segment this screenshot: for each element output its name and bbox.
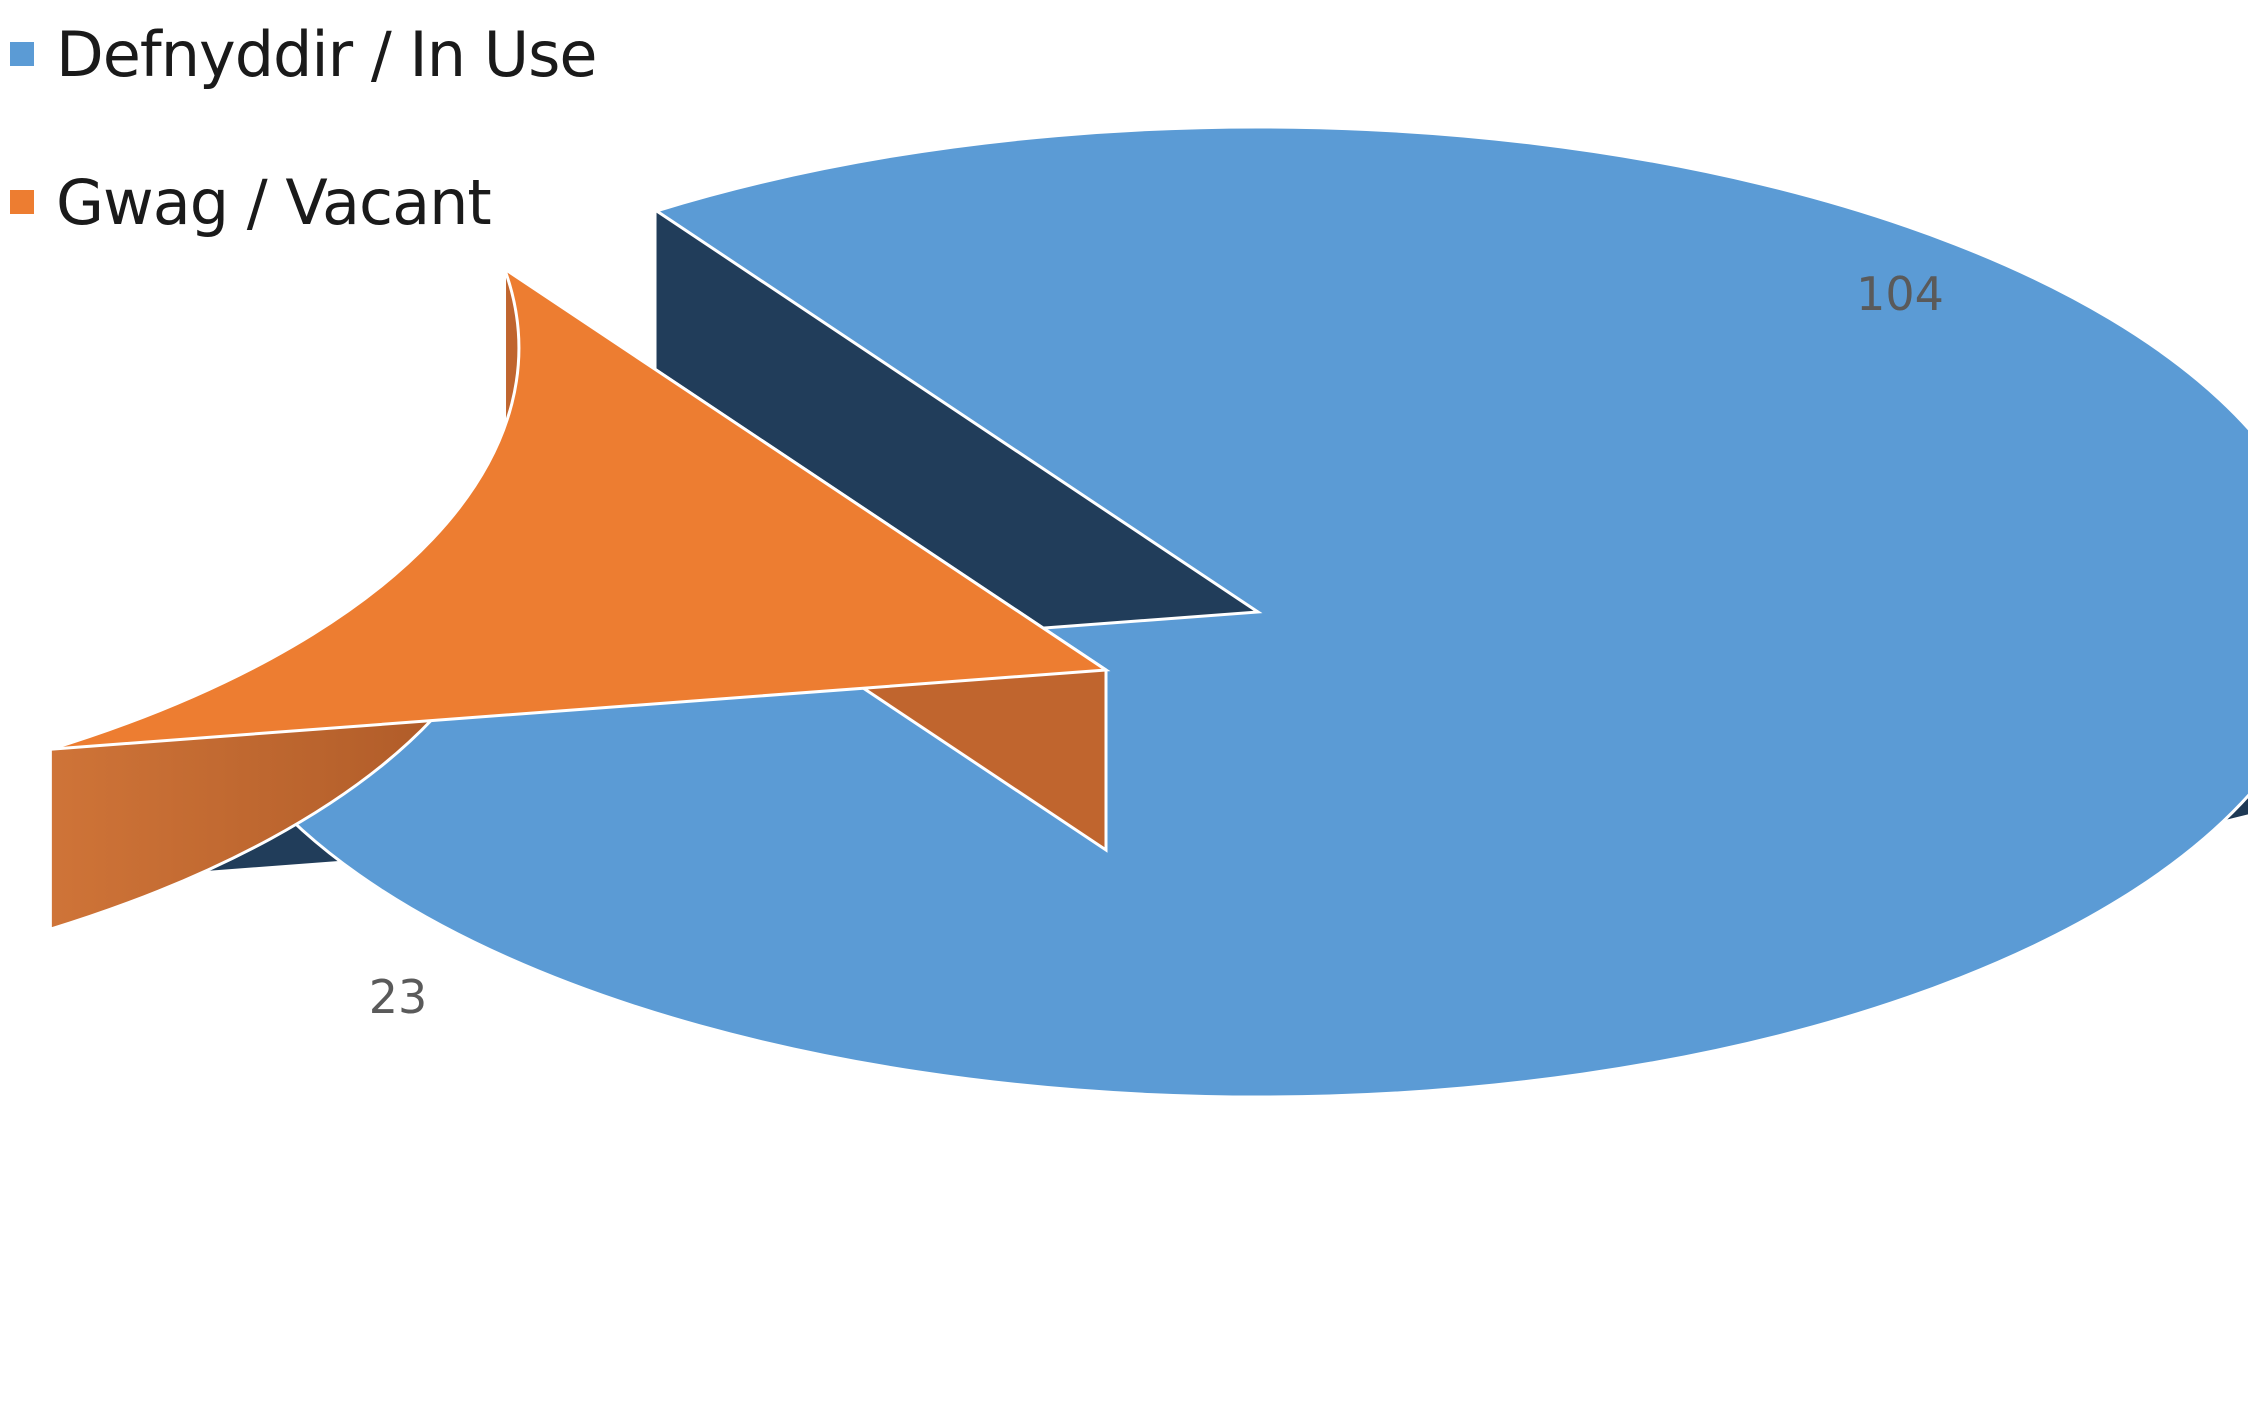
legend-swatch-vacant [10,190,34,214]
pie-data-labels: 104 23 [369,267,1944,1024]
slice-in-use [200,125,2248,1099]
legend-label-in-use: Defnyddir / In Use [56,17,598,91]
legend-swatch-in-use [10,42,34,66]
data-label-in-use: 104 [1856,267,1944,321]
slice-vacant [49,265,1111,751]
legend-item-in-use: Defnyddir / In Use [10,17,598,91]
legend-item-vacant: Gwag / Vacant [10,165,597,239]
data-label-vacant: 23 [369,970,428,1024]
legend-label-vacant: Gwag / Vacant [56,165,492,239]
chart-legend: Defnyddir / In Use Gwag / Vacant [10,17,598,314]
pie-slices [48,125,2248,1099]
